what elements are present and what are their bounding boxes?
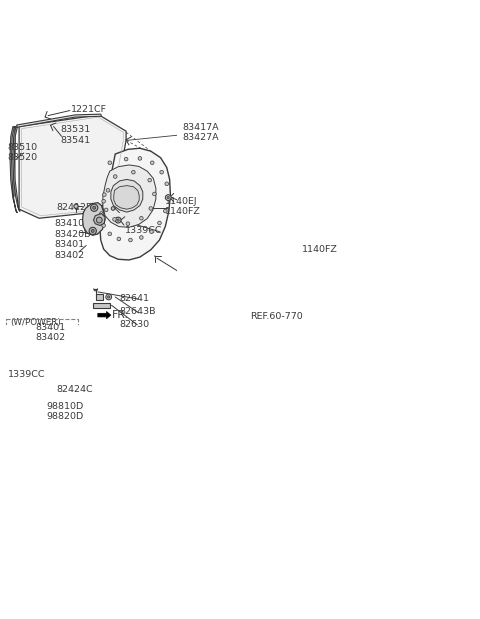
Circle shape: [100, 212, 103, 215]
Circle shape: [117, 219, 119, 221]
Polygon shape: [98, 311, 111, 319]
Circle shape: [106, 294, 112, 300]
Polygon shape: [103, 165, 156, 227]
Circle shape: [148, 178, 152, 182]
Circle shape: [93, 206, 96, 209]
FancyBboxPatch shape: [9, 326, 75, 387]
Circle shape: [165, 182, 168, 186]
Circle shape: [91, 204, 98, 211]
Polygon shape: [111, 180, 143, 212]
Circle shape: [150, 230, 153, 233]
Circle shape: [13, 340, 19, 345]
Text: 1339CC: 1339CC: [8, 370, 46, 379]
Circle shape: [102, 199, 106, 203]
Circle shape: [42, 350, 49, 358]
Text: 82424C: 82424C: [57, 386, 93, 394]
Text: 1140FZ: 1140FZ: [302, 245, 338, 254]
Circle shape: [91, 230, 94, 232]
Text: 83510
83520: 83510 83520: [7, 142, 37, 162]
Circle shape: [108, 296, 110, 298]
Circle shape: [103, 193, 106, 196]
Circle shape: [108, 161, 112, 165]
Text: FR.: FR.: [112, 310, 129, 320]
Polygon shape: [17, 114, 101, 128]
Circle shape: [150, 161, 154, 165]
Text: (W/POWER): (W/POWER): [10, 318, 61, 327]
Text: 1339CC: 1339CC: [125, 226, 163, 235]
Polygon shape: [10, 126, 20, 213]
Text: 83401
83402: 83401 83402: [36, 323, 66, 342]
Text: 98810D
98820D: 98810D 98820D: [46, 402, 84, 422]
Circle shape: [29, 329, 35, 335]
Circle shape: [44, 353, 47, 356]
Polygon shape: [114, 186, 139, 209]
Text: 82412E: 82412E: [57, 203, 92, 212]
Polygon shape: [94, 214, 105, 225]
Circle shape: [167, 196, 169, 199]
Circle shape: [132, 170, 135, 174]
Text: 83410B
83420B: 83410B 83420B: [54, 220, 91, 239]
Text: 82643B: 82643B: [120, 307, 156, 316]
Circle shape: [74, 204, 78, 209]
Circle shape: [31, 331, 33, 333]
Text: REF.60-770: REF.60-770: [250, 312, 303, 321]
Circle shape: [124, 157, 128, 161]
Circle shape: [27, 348, 33, 354]
Circle shape: [96, 217, 102, 223]
Bar: [96, 295, 103, 300]
Circle shape: [138, 157, 142, 160]
Bar: [93, 303, 110, 308]
Text: 83531
83541: 83531 83541: [60, 125, 90, 144]
Polygon shape: [83, 202, 105, 235]
Circle shape: [102, 223, 106, 227]
Circle shape: [126, 222, 130, 225]
Circle shape: [117, 237, 120, 241]
Circle shape: [140, 217, 143, 220]
Circle shape: [104, 208, 108, 212]
Circle shape: [106, 189, 110, 192]
Circle shape: [149, 207, 153, 210]
Circle shape: [129, 238, 132, 242]
Text: 83417A
83427A: 83417A 83427A: [182, 123, 219, 142]
Circle shape: [164, 209, 167, 213]
Circle shape: [153, 192, 156, 196]
Circle shape: [160, 170, 164, 174]
Circle shape: [165, 195, 171, 201]
Polygon shape: [20, 327, 43, 355]
Circle shape: [113, 175, 117, 178]
Circle shape: [140, 236, 143, 240]
Circle shape: [15, 342, 17, 344]
Circle shape: [108, 232, 112, 236]
Circle shape: [115, 217, 121, 223]
Text: 82641: 82641: [120, 293, 150, 303]
Text: 1140EJ
1140FZ: 1140EJ 1140FZ: [165, 197, 201, 216]
Circle shape: [29, 350, 31, 352]
Text: 82630: 82630: [120, 320, 150, 329]
Polygon shape: [19, 115, 126, 219]
Text: 83401
83402: 83401 83402: [54, 240, 84, 259]
Circle shape: [89, 227, 96, 235]
Circle shape: [157, 221, 161, 225]
Text: 1221CF: 1221CF: [71, 105, 107, 115]
Circle shape: [111, 207, 115, 210]
Polygon shape: [100, 148, 170, 260]
Circle shape: [166, 196, 169, 199]
Polygon shape: [38, 347, 54, 361]
Circle shape: [113, 217, 116, 221]
